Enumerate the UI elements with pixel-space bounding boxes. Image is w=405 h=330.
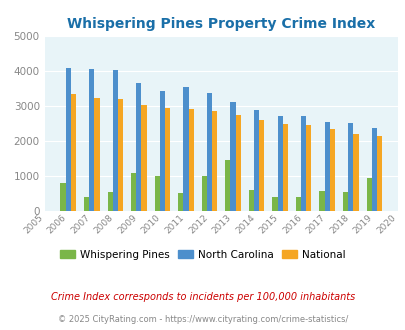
Bar (107, 192, 113, 211)
Bar (305, 125, 311, 211)
Bar (376, 136, 381, 211)
Bar (277, 116, 282, 211)
Bar (282, 124, 287, 211)
Bar (201, 176, 207, 211)
Bar (113, 70, 117, 211)
Bar (324, 122, 329, 211)
Legend: Whispering Pines, North Carolina, National: Whispering Pines, North Carolina, Nation… (56, 246, 349, 264)
Bar (154, 176, 160, 211)
Bar (258, 119, 264, 211)
Bar (342, 192, 347, 211)
Bar (136, 83, 141, 211)
Bar (352, 134, 358, 211)
Bar (254, 110, 258, 211)
Bar (89, 69, 94, 211)
Bar (117, 99, 123, 211)
Bar (70, 94, 76, 211)
Bar (178, 193, 183, 211)
Bar (141, 105, 146, 211)
Bar (248, 190, 254, 211)
Bar (295, 196, 301, 211)
Text: © 2025 CityRating.com - https://www.cityrating.com/crime-statistics/: © 2025 CityRating.com - https://www.city… (58, 315, 347, 324)
Bar (211, 111, 217, 211)
Bar (235, 115, 240, 211)
Bar (301, 116, 305, 211)
Bar (347, 123, 352, 211)
Text: Crime Index corresponds to incidents per 100,000 inhabitants: Crime Index corresponds to incidents per… (51, 292, 354, 302)
Bar (183, 87, 188, 211)
Bar (371, 128, 376, 211)
Bar (329, 129, 334, 211)
Bar (131, 174, 136, 211)
Bar (164, 108, 170, 211)
Bar (160, 90, 164, 211)
Bar (94, 98, 99, 211)
Bar (272, 196, 277, 211)
Bar (230, 102, 235, 211)
Bar (207, 93, 211, 211)
Bar (66, 68, 70, 211)
Bar (366, 178, 371, 211)
Bar (60, 183, 66, 211)
Title: Whispering Pines Property Crime Index: Whispering Pines Property Crime Index (67, 17, 375, 31)
Bar (84, 196, 89, 211)
Bar (319, 191, 324, 211)
Bar (225, 160, 230, 211)
Bar (188, 109, 193, 211)
